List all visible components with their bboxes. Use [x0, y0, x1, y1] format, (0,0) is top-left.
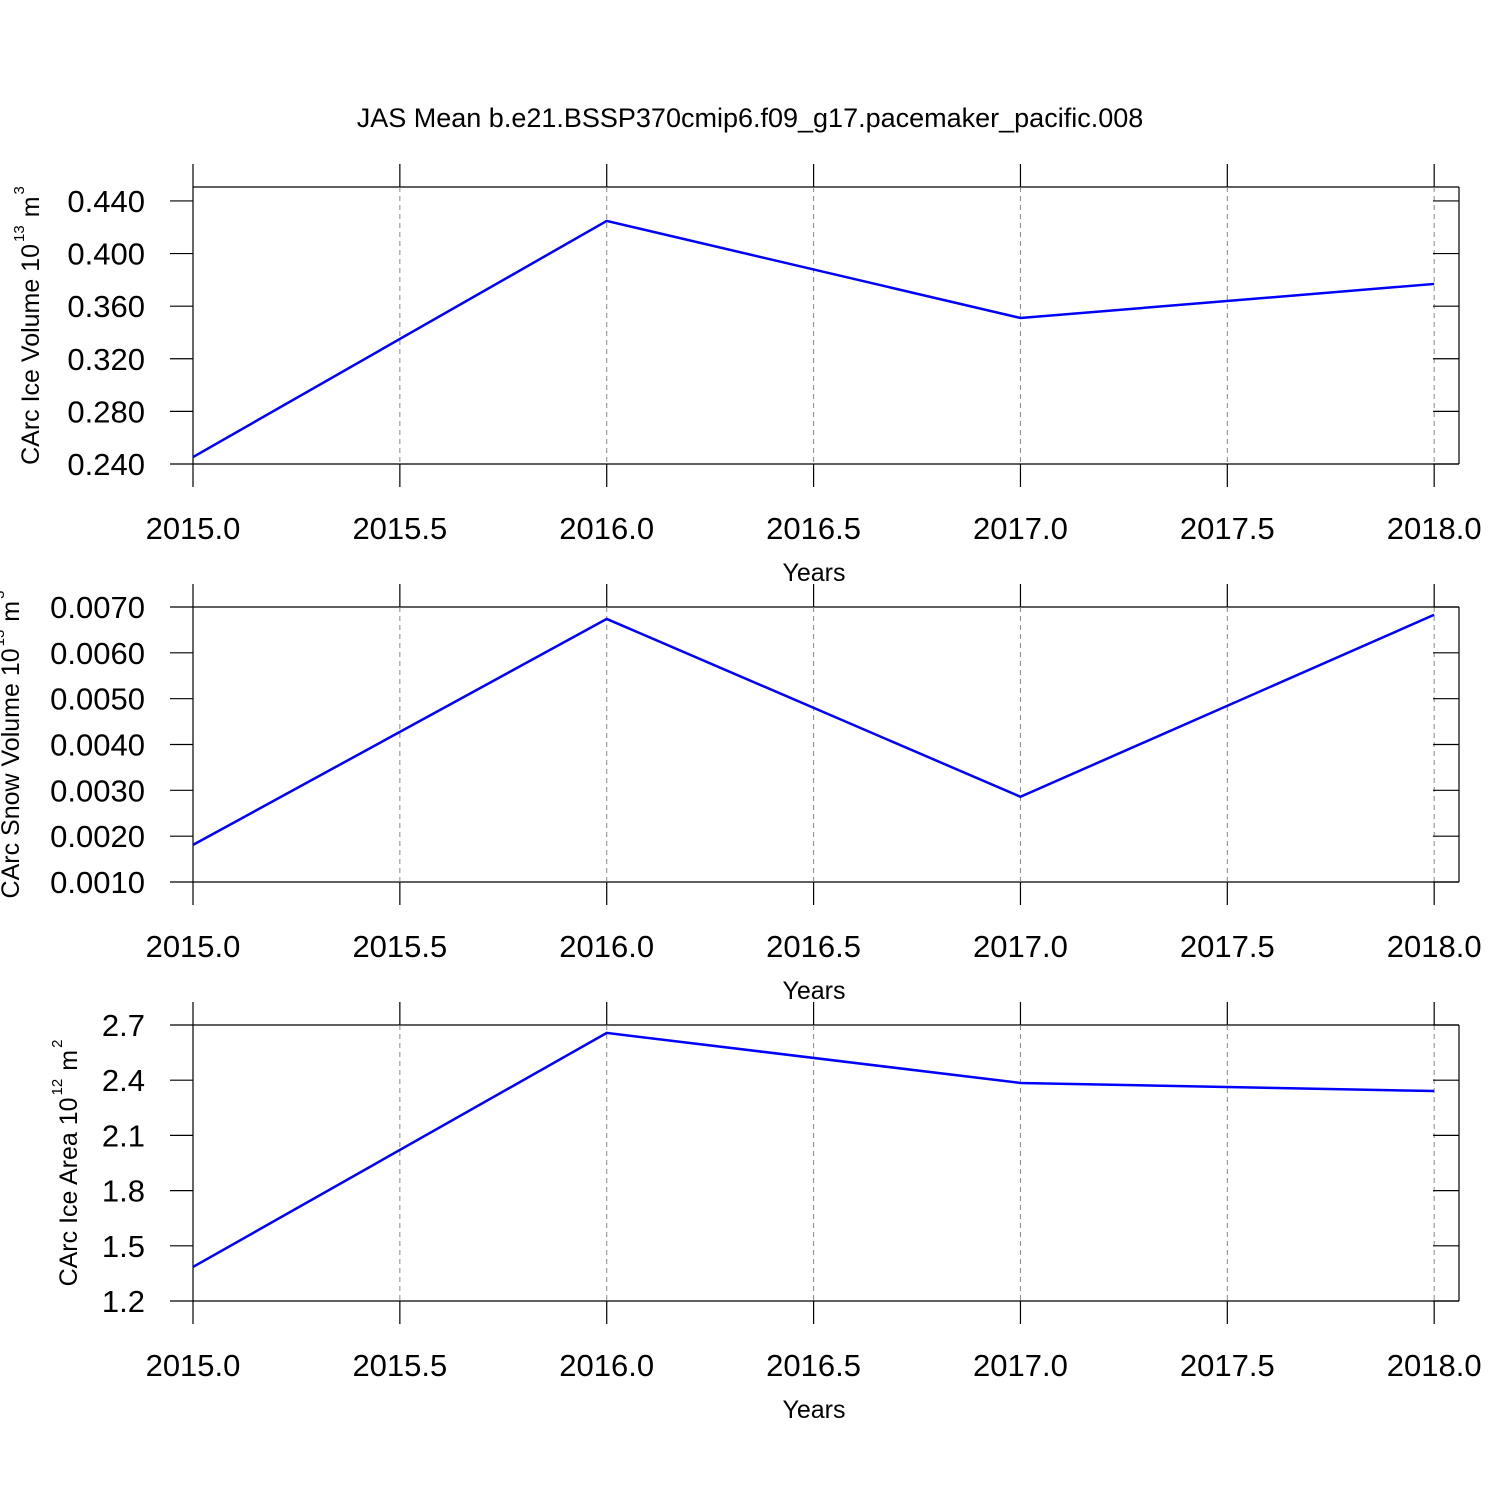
y-axis-label: CArc Snow Volume 1013 m 3: [0, 591, 25, 899]
y-axis-label-part: 2: [49, 1040, 66, 1048]
x-tick-label: 2016.5: [766, 929, 861, 964]
x-tick-label: 2015.5: [352, 511, 447, 546]
y-axis-label-part: CArc Snow Volume 10: [0, 648, 25, 898]
y-axis-label-part: 12: [49, 1079, 66, 1096]
y-tick-label: 0.0070: [50, 590, 145, 625]
x-axis-label: Years: [782, 559, 845, 587]
x-tick-label: 2018.0: [1387, 929, 1482, 964]
y-axis-label-part: CArc Ice Area 10: [55, 1097, 83, 1286]
y-tick-label: 0.0020: [50, 819, 145, 854]
x-tick-label: 2016.0: [559, 1348, 654, 1383]
data-line: [192, 613, 1435, 846]
y-axis-label-part: 13: [11, 225, 28, 242]
y-axis-label-part: m: [0, 601, 25, 622]
x-tick-label: 2018.0: [1387, 511, 1482, 546]
y-tick-label: 0.320: [67, 342, 145, 377]
y-tick-label: 0.400: [67, 237, 145, 272]
x-tick-label: 2015.0: [146, 511, 241, 546]
y-axis-label-part: 13: [0, 630, 8, 647]
x-axis-label: Years: [782, 1396, 845, 1424]
y-tick-label: 0.440: [67, 184, 145, 219]
y-axis-label-part: m: [17, 196, 45, 217]
x-tick-label: 2017.5: [1180, 511, 1275, 546]
y-tick-label: 0.360: [67, 289, 145, 324]
y-tick-label: 2.1: [102, 1118, 145, 1153]
x-tick-label: 2017.5: [1180, 1348, 1275, 1383]
y-axis-label-part: m: [55, 1050, 83, 1071]
x-tick-label: 2015.0: [146, 1348, 241, 1383]
y-tick-label: 2.4: [102, 1063, 145, 1098]
y-axis-label: CArc Ice Area 1012 m 2: [49, 1040, 83, 1287]
y-axis-label-part: 3: [11, 186, 28, 194]
y-tick-label: 1.2: [102, 1284, 145, 1319]
x-tick-label: 2017.0: [973, 511, 1068, 546]
y-tick-label: 0.0010: [50, 865, 145, 900]
x-tick-label: 2015.5: [352, 1348, 447, 1383]
y-tick-label: 2.7: [102, 1008, 145, 1043]
y-axis-label: CArc Ice Volume 10 13 m 3: [11, 186, 45, 465]
x-tick-label: 2018.0: [1387, 1348, 1482, 1383]
y-tick-label: 1.8: [102, 1174, 145, 1209]
y-tick-label: 0.280: [67, 394, 145, 429]
y-tick-label: 0.0030: [50, 773, 145, 808]
x-tick-label: 2017.0: [973, 1348, 1068, 1383]
chart-title: JAS Mean b.e21.BSSP370cmip6.f09_g17.pace…: [357, 103, 1144, 133]
data-line: [192, 219, 1435, 459]
y-axis-label-part: 3: [0, 591, 8, 599]
y-axis-label-part: CArc Ice Volume 10: [17, 244, 45, 465]
x-tick-label: 2016.5: [766, 1348, 861, 1383]
x-tick-label: 2015.5: [352, 929, 447, 964]
x-tick-label: 2016.0: [559, 511, 654, 546]
x-tick-label: 2016.5: [766, 511, 861, 546]
x-tick-label: 2017.5: [1180, 929, 1275, 964]
x-tick-label: 2017.0: [973, 929, 1068, 964]
y-tick-label: 0.0050: [50, 682, 145, 717]
x-tick-label: 2016.0: [559, 929, 654, 964]
y-tick-label: 0.0060: [50, 636, 145, 671]
y-tick-label: 0.240: [67, 447, 145, 482]
data-line: [192, 1031, 1435, 1269]
y-tick-label: 1.5: [102, 1229, 145, 1264]
x-axis-label: Years: [782, 977, 845, 1005]
x-tick-label: 2015.0: [146, 929, 241, 964]
y-tick-label: 0.0040: [50, 728, 145, 763]
